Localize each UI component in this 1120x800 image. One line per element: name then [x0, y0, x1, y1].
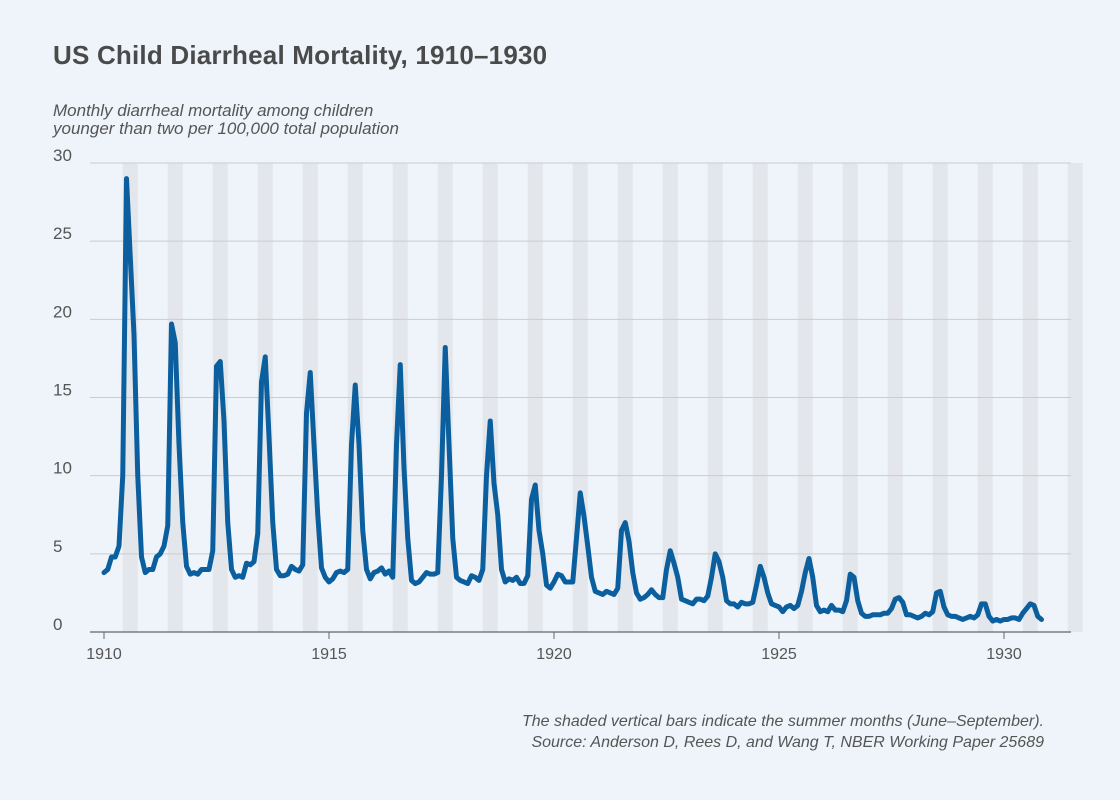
y-tick-label: 10 [53, 459, 72, 478]
y-tick-label: 30 [53, 146, 72, 165]
y-tick-label: 15 [53, 381, 72, 400]
gridlines [90, 162, 1071, 555]
source-note: Source: Anderson D, Rees D, and Wang T, … [531, 734, 1044, 751]
y-tick-label: 20 [53, 302, 72, 321]
summer-shade-bar [1067, 163, 1083, 632]
y-tick-label: 5 [53, 537, 62, 556]
series-layer [101, 176, 1044, 624]
x-tick-label: 1915 [311, 646, 347, 663]
mortality-series-line [101, 176, 1044, 624]
y-tick-label: 25 [53, 224, 72, 243]
summer-note: The shaded vertical bars indicate the su… [521, 713, 1044, 730]
chart-title: US Child Diarrheal Mortality, 1910–1930 [53, 40, 548, 70]
y-tick-label: 0 [53, 615, 62, 634]
y-axis-label-line-2: younger than two per 100,000 total popul… [53, 119, 399, 138]
y-axis-label: Monthly diarrheal mortality among childr… [53, 102, 399, 138]
axes: 0 5 10 15 20 25 30 1910 1915 1920 1925 1930 [53, 146, 1071, 663]
y-axis-label-line-1: Monthly diarrheal mortality among childr… [53, 101, 374, 120]
x-tick-label: 1910 [86, 646, 122, 663]
x-tick-label: 1925 [761, 646, 797, 663]
x-tick-label: 1920 [536, 646, 572, 663]
x-tick-label: 1930 [986, 646, 1022, 663]
chart-notes: The shaded vertical bars indicate the su… [522, 711, 1044, 753]
